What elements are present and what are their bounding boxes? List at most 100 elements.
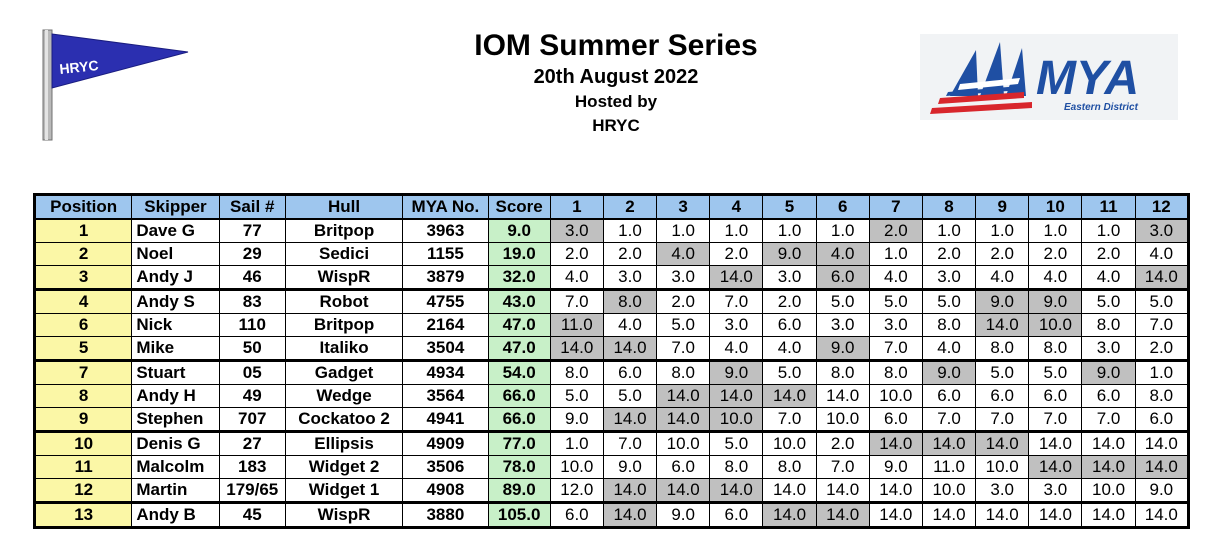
race-result-discarded-cell: 14.0 bbox=[602, 478, 658, 504]
table-row: 10 Denis G 27 Ellipsis 4909 77.0 1.0 7.0 10.0 5.0… bbox=[33, 431, 1190, 456]
sail-number-cell: 05 bbox=[218, 360, 286, 385]
race-result-cell: 12.0 bbox=[549, 478, 604, 504]
race-result-discarded-cell: 14.0 bbox=[975, 313, 1030, 337]
score-cell: 77.0 bbox=[487, 431, 551, 456]
hull-cell: WispR bbox=[284, 265, 404, 291]
race-result-cell: 3.0 bbox=[868, 313, 923, 337]
table-row: 3 Andy J 46 WispR 3879 32.0 4.0 3.0 3.0 14.0 3.0 6.… bbox=[33, 265, 1190, 291]
position-cell: 4 bbox=[33, 289, 133, 314]
race-result-cell: 5.0 bbox=[762, 360, 817, 385]
race-result-cell: 7.0 bbox=[1028, 407, 1083, 433]
race-result-cell: 1.0 bbox=[975, 218, 1030, 243]
race-result-discarded-cell: 11.0 bbox=[549, 313, 604, 337]
race-result-cell: 4.0 bbox=[868, 265, 923, 291]
race-result-cell: 6.0 bbox=[1134, 407, 1190, 433]
race-result-cell: 14.0 bbox=[762, 478, 817, 504]
column-header: 7 bbox=[868, 194, 923, 220]
column-header: 6 bbox=[815, 194, 870, 220]
race-result-cell: 14.0 bbox=[1028, 502, 1083, 528]
race-result-cell: 8.0 bbox=[868, 360, 923, 385]
column-header: Position bbox=[33, 194, 133, 220]
race-result-cell: 6.0 bbox=[1081, 384, 1136, 408]
race-result-discarded-cell: 14.0 bbox=[1028, 455, 1083, 479]
race-result-cell: 14.0 bbox=[975, 502, 1030, 528]
race-result-cell: 7.0 bbox=[762, 407, 817, 433]
skipper-cell: Denis G bbox=[131, 431, 220, 456]
race-result-cell: 2.0 bbox=[762, 289, 817, 314]
race-result-cell: 2.0 bbox=[921, 242, 977, 266]
race-result-discarded-cell: 9.0 bbox=[1081, 360, 1136, 385]
race-result-cell: 1.0 bbox=[921, 218, 977, 243]
hull-cell: Sedici bbox=[284, 242, 404, 266]
race-result-discarded-cell: 14.0 bbox=[656, 478, 711, 504]
column-header: Hull bbox=[284, 194, 404, 220]
race-result-cell: 4.0 bbox=[921, 336, 977, 362]
column-header: 10 bbox=[1028, 194, 1083, 220]
race-result-cell: 10.0 bbox=[762, 431, 817, 456]
race-result-discarded-cell: 14.0 bbox=[1134, 455, 1190, 479]
mya-number-cell: 3963 bbox=[402, 218, 489, 243]
table-row: 2 Noel 29 Sedici 1155 19.0 2.0 2.0 4.0 2.0 9.0 4.0 1… bbox=[33, 242, 1190, 266]
column-header: Sail # bbox=[218, 194, 286, 220]
position-cell: 8 bbox=[33, 384, 133, 408]
hull-cell: Widget 1 bbox=[284, 478, 404, 504]
mya-number-cell: 3880 bbox=[402, 502, 489, 528]
race-result-discarded-cell: 4.0 bbox=[815, 242, 870, 266]
race-result-discarded-cell: 14.0 bbox=[656, 407, 711, 433]
skipper-cell: Andy S bbox=[131, 289, 220, 314]
race-result-discarded-cell: 14.0 bbox=[709, 478, 764, 504]
race-result-cell: 7.0 bbox=[1081, 407, 1136, 433]
race-result-discarded-cell: 2.0 bbox=[868, 218, 923, 243]
skipper-cell: Stuart bbox=[131, 360, 220, 385]
position-cell: 5 bbox=[33, 336, 133, 362]
race-result-cell: 4.0 bbox=[1028, 265, 1083, 291]
race-result-discarded-cell: 14.0 bbox=[602, 407, 658, 433]
race-result-cell: 9.0 bbox=[549, 407, 604, 433]
race-result-cell: 2.0 bbox=[1134, 336, 1190, 362]
hull-cell: Robot bbox=[284, 289, 404, 314]
skipper-cell: Stephen bbox=[131, 407, 220, 433]
race-result-cell: 10.0 bbox=[975, 455, 1030, 479]
race-result-cell: 1.0 bbox=[868, 242, 923, 266]
race-result-cell: 5.0 bbox=[921, 289, 977, 314]
race-result-cell: 10.0 bbox=[656, 431, 711, 456]
skipper-cell: Dave G bbox=[131, 218, 220, 243]
race-result-cell: 2.0 bbox=[815, 431, 870, 456]
race-result-cell: 4.0 bbox=[709, 336, 764, 362]
race-result-cell: 3.0 bbox=[762, 265, 817, 291]
race-result-cell: 2.0 bbox=[602, 242, 658, 266]
sail-number-cell: 179/65 bbox=[218, 478, 286, 504]
race-result-cell: 14.0 bbox=[815, 478, 870, 504]
mya-number-cell: 1155 bbox=[402, 242, 489, 266]
race-result-cell: 14.0 bbox=[1028, 431, 1083, 456]
sail-number-cell: 49 bbox=[218, 384, 286, 408]
race-result-cell: 5.0 bbox=[1028, 360, 1083, 385]
race-result-discarded-cell: 14.0 bbox=[1134, 265, 1190, 291]
table-row: 11 Malcolm 183 Widget 2 3506 78.0 10.0 9.0 6.0 8.… bbox=[33, 455, 1190, 479]
svg-text:HRYC: HRYC bbox=[59, 57, 100, 77]
column-header: 9 bbox=[975, 194, 1030, 220]
position-cell: 3 bbox=[33, 265, 133, 291]
table-header-row: Position Skipper Sail # Hull MYA No. Score 1 2 3… bbox=[33, 194, 1190, 220]
race-result-cell: 7.0 bbox=[602, 431, 658, 456]
race-result-cell: 4.0 bbox=[1081, 265, 1136, 291]
race-result-cell: 2.0 bbox=[656, 289, 711, 314]
score-cell: 47.0 bbox=[487, 336, 551, 362]
race-result-discarded-cell: 14.0 bbox=[921, 431, 977, 456]
race-result-cell: 3.0 bbox=[1028, 478, 1083, 504]
race-result-discarded-cell: 14.0 bbox=[762, 502, 817, 528]
skipper-cell: Andy J bbox=[131, 265, 220, 291]
skipper-cell: Mike bbox=[131, 336, 220, 362]
race-result-cell: 3.0 bbox=[921, 265, 977, 291]
position-cell: 7 bbox=[33, 360, 133, 385]
race-result-cell: 10.0 bbox=[921, 478, 977, 504]
mya-number-cell: 4909 bbox=[402, 431, 489, 456]
race-result-discarded-cell: 3.0 bbox=[1134, 218, 1190, 243]
column-header: 8 bbox=[921, 194, 977, 220]
race-result-discarded-cell: 10.0 bbox=[709, 407, 764, 433]
race-result-cell: 14.0 bbox=[1081, 431, 1136, 456]
race-result-cell: 7.0 bbox=[549, 289, 604, 314]
race-result-cell: 7.0 bbox=[975, 407, 1030, 433]
race-result-cell: 6.0 bbox=[656, 455, 711, 479]
race-result-cell: 6.0 bbox=[868, 407, 923, 433]
